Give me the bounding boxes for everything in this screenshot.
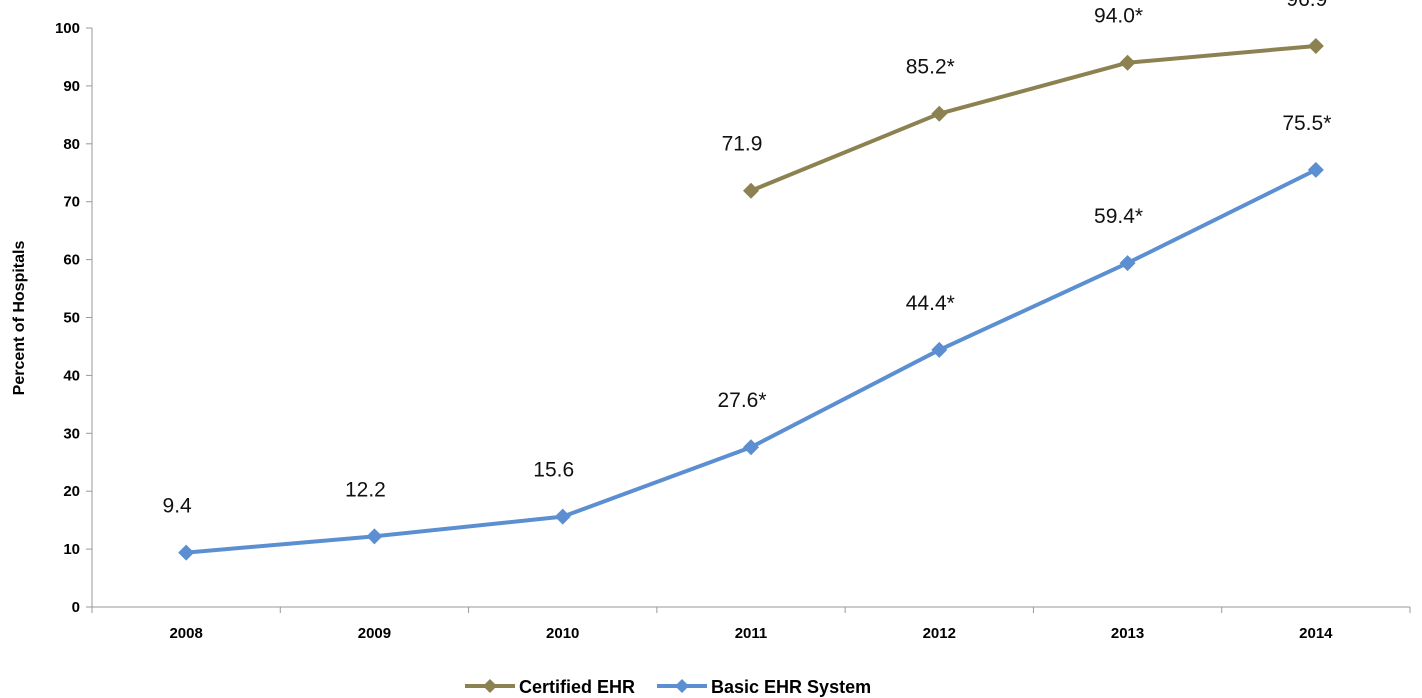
y-axis-label: Percent of Hospitals [11,241,28,396]
y-tick-label: 80 [63,136,80,153]
legend: Certified EHR Basic EHR System [465,677,871,697]
legend-marker [483,679,497,693]
series-0: 71.9 85.2* 94.0* 96.9 [722,0,1327,199]
legend-label: Certified EHR [519,677,635,697]
data-label: 27.6* [717,389,766,412]
data-label: 44.4* [906,292,955,315]
data-point [366,528,383,545]
series-1: 9.4 12.2 15.6 27.6* 44.4* 59.4* 75.5* [163,112,1331,561]
y-tick-label: 0 [72,599,80,616]
x-tick-label: 2014 [1299,625,1333,642]
x-tick-label: 2009 [358,625,391,642]
x-ticks: 2008 2009 2010 2011 2012 2013 2014 [91,607,1411,642]
axes [91,28,1410,608]
legend-item: Basic EHR System [657,677,871,697]
data-label: 96.9 [1286,0,1327,11]
x-tick-label: 2012 [923,625,956,642]
y-tick-label: 90 [63,78,80,95]
x-tick-label: 2010 [546,625,579,642]
data-label: 85.2* [906,56,955,79]
data-label: 12.2 [345,478,386,501]
series-line [750,43,1317,193]
data-label: 94.0* [1094,5,1143,28]
data-label: 59.4* [1094,205,1143,228]
y-tick-label: 30 [63,425,80,442]
data-point [743,439,759,456]
y-tick-label: 50 [63,310,80,327]
x-tick-label: 2011 [735,625,768,642]
data-label: 71.9 [722,133,763,156]
data-point [1307,161,1324,178]
data-point [1307,37,1324,54]
x-tick-label: 2013 [1111,625,1144,642]
data-point [931,341,948,358]
legend-item: Certified EHR [465,677,635,697]
data-point [554,508,571,525]
data-label: 9.4 [163,495,193,518]
y-tick-label: 10 [63,541,80,558]
legend-marker [675,679,690,693]
y-tick-label: 60 [63,252,80,269]
data-label: 15.6 [533,459,574,482]
legend-label: Basic EHR System [711,677,871,697]
data-label: 75.5* [1282,112,1331,135]
series-layer: 71.9 85.2* 94.0* 96.9 9.4 12.2 15.6 27.6* 44.4* 5… [163,0,1331,561]
data-point [178,544,195,561]
y-ticks: 0 10 20 30 40 50 60 70 80 90 100 [55,20,92,616]
data-point [743,182,759,199]
y-tick-label: 20 [63,483,80,500]
y-tick-label: 70 [63,194,80,211]
data-point [931,105,948,122]
data-point [1119,255,1136,272]
x-tick-label: 2008 [169,625,202,642]
y-tick-label: 100 [55,20,80,37]
data-point [1119,54,1136,71]
y-tick-label: 40 [63,367,80,384]
